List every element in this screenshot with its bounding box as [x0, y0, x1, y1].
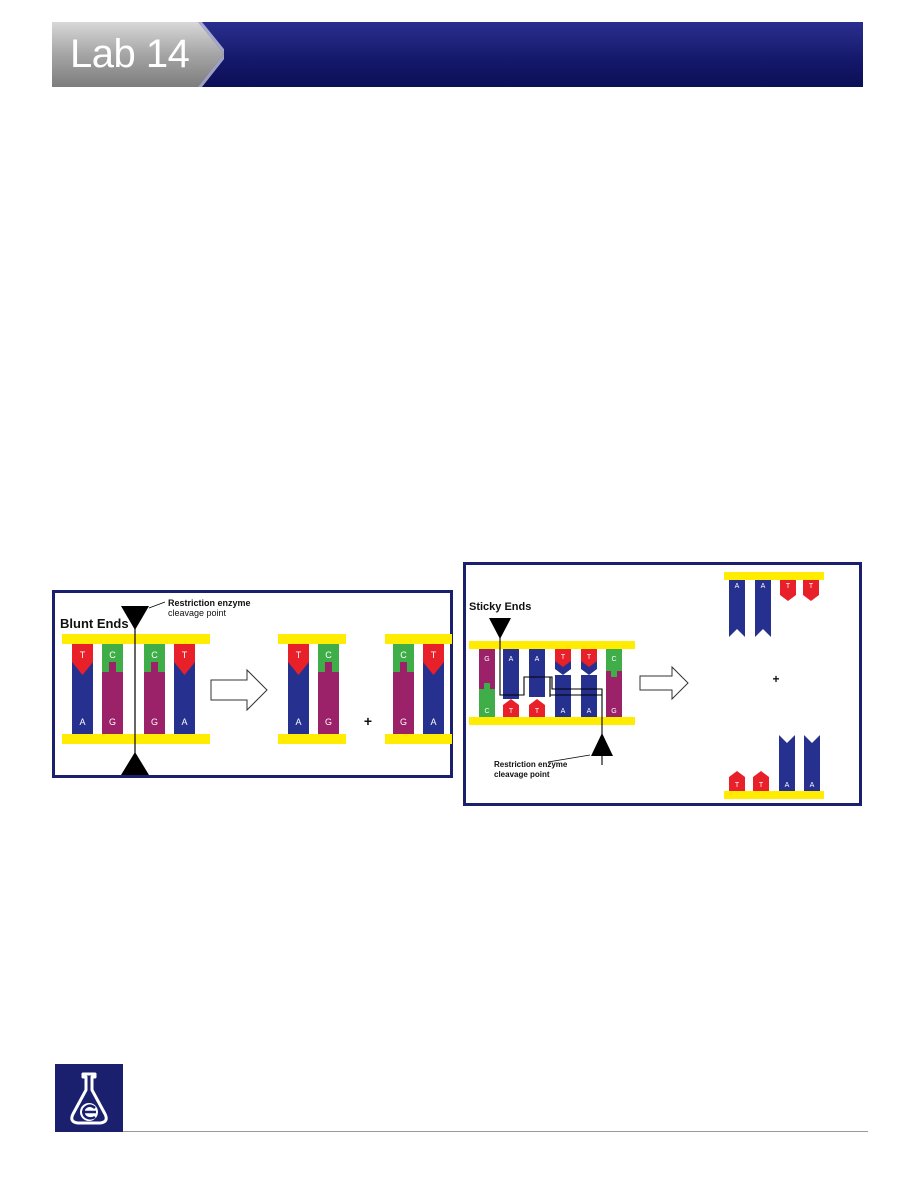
base-label: G: [109, 717, 116, 727]
base-label: G: [151, 717, 158, 727]
cleavage-line: [499, 621, 603, 765]
base-label: T: [431, 650, 437, 660]
base-label: A: [735, 583, 740, 590]
fragment-left: [288, 644, 339, 734]
base-pair-ta: [174, 644, 195, 734]
cleavage-label: Restriction enzyme: [494, 760, 568, 769]
base-pair-ta: [72, 644, 93, 734]
base-label: G: [484, 656, 489, 663]
base-pair-ta: [555, 649, 571, 717]
base-pair-gc: [479, 649, 495, 717]
base-label: T: [182, 650, 188, 660]
blunt-ends-figure: T C C T A G G A Blunt Ends Restriction e…: [52, 590, 453, 778]
base-label: A: [785, 782, 790, 789]
base-label: T: [759, 782, 764, 789]
plus-sign: +: [364, 713, 372, 729]
base-label: T: [587, 654, 592, 661]
base-label: A: [761, 583, 766, 590]
base-pair-at: [529, 649, 545, 717]
cleavage-label: cleavage point: [494, 770, 550, 779]
cleavage-triangle-top: [489, 618, 511, 639]
plus-sign: +: [772, 672, 779, 686]
base-pair-cg: [144, 644, 165, 734]
arrow-icon: [639, 665, 689, 701]
base-label: A: [535, 656, 540, 663]
fragment-upper-backbone: [724, 572, 824, 580]
cleavage-triangle-top: [121, 606, 149, 630]
base-label: C: [611, 656, 616, 663]
fragment-lower: [729, 735, 820, 791]
base-label: A: [561, 708, 566, 715]
base-label: T: [509, 708, 514, 715]
base-label: G: [400, 717, 407, 727]
base-label: A: [79, 717, 85, 727]
base-label: A: [509, 656, 514, 663]
base-label: A: [181, 717, 187, 727]
figure-title: Blunt Ends: [60, 616, 129, 631]
base-label: G: [611, 708, 616, 715]
footer-rule: [123, 1131, 868, 1132]
base-label: G: [325, 717, 332, 727]
base-label: C: [109, 650, 116, 660]
cleavage-triangle-bottom: [121, 752, 149, 775]
base-label: A: [810, 782, 815, 789]
base-pair-cg: [102, 644, 123, 734]
lab-title: Lab 14: [70, 32, 190, 76]
base-label: C: [400, 650, 407, 660]
base-label: T: [735, 782, 740, 789]
fragment-lower-backbone: [724, 791, 824, 799]
base-pair-ta: [581, 649, 597, 717]
base-label: A: [587, 708, 592, 715]
base-label: T: [809, 583, 814, 590]
base-label: C: [325, 650, 332, 660]
base-label: T: [561, 654, 566, 661]
sticky-ends-figure: Sticky Ends: [463, 562, 862, 806]
fragment-right: [393, 644, 444, 734]
cleavage-triangle-bottom: [591, 733, 613, 756]
base-pair-cg: [606, 649, 622, 717]
base-label: T: [80, 650, 86, 660]
cleavage-label: Restriction enzyme: [168, 598, 251, 608]
base-label: A: [295, 717, 301, 727]
fragment-upper: [729, 580, 819, 637]
lab-tab: [52, 22, 224, 87]
base-label: C: [484, 708, 489, 715]
cleavage-label: cleavage point: [168, 608, 227, 618]
blunt-bottom-backbone: [62, 734, 210, 744]
base-pair-at: [503, 649, 519, 717]
base-label: C: [151, 650, 158, 660]
sticky-top-backbone: [469, 641, 635, 649]
flask-logo: [55, 1064, 123, 1132]
figure-title: Sticky Ends: [469, 601, 531, 613]
base-label: T: [786, 583, 791, 590]
base-label: T: [535, 708, 540, 715]
arrow-icon: [210, 668, 268, 712]
base-label: T: [296, 650, 302, 660]
flask-icon: [70, 1072, 108, 1125]
blunt-top-backbone: [62, 634, 210, 644]
sticky-bottom-backbone: [469, 717, 635, 725]
base-label: A: [430, 717, 436, 727]
